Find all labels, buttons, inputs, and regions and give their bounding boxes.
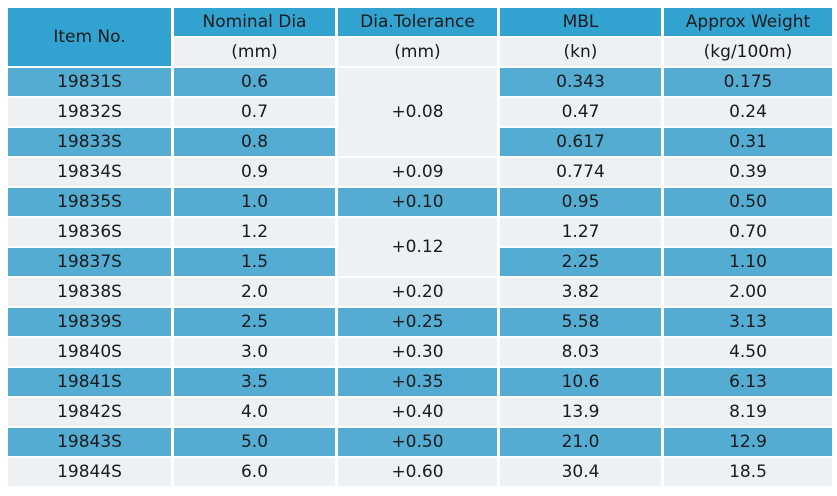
approx-weight-cell: 2.00 — [664, 278, 832, 306]
nominal-dia-cell: 5.0 — [174, 428, 335, 456]
unit-nominal-dia: (mm) — [174, 38, 335, 66]
mbl-cell: 5.58 — [500, 308, 661, 336]
item-no-cell: 19837S — [8, 248, 171, 276]
table-row: 19838S 2.0 +0.20 3.82 2.00 — [8, 278, 832, 306]
approx-weight-cell: 12.9 — [664, 428, 832, 456]
approx-weight-cell: 0.39 — [664, 158, 832, 186]
nominal-dia-cell: 0.6 — [174, 68, 335, 96]
approx-weight-cell: 6.13 — [664, 368, 832, 396]
nominal-dia-cell: 3.0 — [174, 338, 335, 366]
nominal-dia-cell: 0.9 — [174, 158, 335, 186]
item-no-cell: 19835S — [8, 188, 171, 216]
item-no-cell: 19843S — [8, 428, 171, 456]
nominal-dia-cell: 1.5 — [174, 248, 335, 276]
nominal-dia-cell: 2.0 — [174, 278, 335, 306]
item-no-cell: 19838S — [8, 278, 171, 306]
table-row: 19842S 4.0 +0.40 13.9 8.19 — [8, 398, 832, 426]
mbl-cell: 21.0 — [500, 428, 661, 456]
nominal-dia-cell: 1.2 — [174, 218, 335, 246]
mbl-cell: 10.6 — [500, 368, 661, 396]
nominal-dia-cell: 3.5 — [174, 368, 335, 396]
dia-tolerance-cell: +0.25 — [338, 308, 497, 336]
header-mbl: MBL — [500, 8, 661, 36]
spec-table: Item No. Nominal Dia Dia.Tolerance MBL A… — [5, 6, 835, 488]
nominal-dia-cell: 0.8 — [174, 128, 335, 156]
unit-mbl: (kn) — [500, 38, 661, 66]
mbl-cell: 1.27 — [500, 218, 661, 246]
table-row: 19844S 6.0 +0.60 30.4 18.5 — [8, 458, 832, 486]
item-no-cell: 19839S — [8, 308, 171, 336]
approx-weight-cell: 8.19 — [664, 398, 832, 426]
dia-tolerance-cell: +0.09 — [338, 158, 497, 186]
mbl-cell: 0.617 — [500, 128, 661, 156]
dia-tolerance-cell: +0.12 — [338, 218, 497, 276]
header-dia-tolerance: Dia.Tolerance — [338, 8, 497, 36]
item-no-cell: 19841S — [8, 368, 171, 396]
approx-weight-cell: 18.5 — [664, 458, 832, 486]
dia-tolerance-cell: +0.60 — [338, 458, 497, 486]
table-row: 19835S 1.0 +0.10 0.95 0.50 — [8, 188, 832, 216]
approx-weight-cell: 0.175 — [664, 68, 832, 96]
mbl-cell: 3.82 — [500, 278, 661, 306]
table-row: 19832S 0.7 0.47 0.24 — [8, 98, 832, 126]
table-header: Item No. Nominal Dia Dia.Tolerance MBL A… — [8, 8, 832, 66]
table-row: 19833S 0.8 0.617 0.31 — [8, 128, 832, 156]
mbl-cell: 0.343 — [500, 68, 661, 96]
nominal-dia-cell: 4.0 — [174, 398, 335, 426]
dia-tolerance-cell: +0.30 — [338, 338, 497, 366]
table-row: 19843S 5.0 +0.50 21.0 12.9 — [8, 428, 832, 456]
table-row: 19831S 0.6 +0.08 0.343 0.175 — [8, 68, 832, 156]
dia-tolerance-cell: +0.20 — [338, 278, 497, 306]
dia-tolerance-cell: +0.08 — [338, 68, 497, 156]
item-no-cell: 19831S — [8, 68, 171, 96]
approx-weight-cell: 0.31 — [664, 128, 832, 156]
mbl-cell: 0.774 — [500, 158, 661, 186]
header-approx-weight: Approx Weight — [664, 8, 832, 36]
item-no-cell: 19844S — [8, 458, 171, 486]
approx-weight-cell: 3.13 — [664, 308, 832, 336]
mbl-cell: 0.47 — [500, 98, 661, 126]
approx-weight-cell: 0.24 — [664, 98, 832, 126]
mbl-cell: 2.25 — [500, 248, 661, 276]
header-item-no: Item No. — [8, 8, 171, 66]
table-row: 19841S 3.5 +0.35 10.6 6.13 — [8, 368, 832, 396]
mbl-cell: 8.03 — [500, 338, 661, 366]
nominal-dia-cell: 1.0 — [174, 188, 335, 216]
mbl-cell: 30.4 — [500, 458, 661, 486]
table-row: 19834S 0.9 +0.09 0.774 0.39 — [8, 158, 832, 186]
unit-approx-weight: (kg/100m) — [664, 38, 832, 66]
approx-weight-cell: 0.50 — [664, 188, 832, 216]
table-body: 19831S 0.6 +0.08 0.343 0.175 19832S 0.7 … — [8, 68, 832, 486]
table-row: 19836S 1.2 +0.12 1.27 0.70 — [8, 218, 832, 276]
item-no-cell: 19840S — [8, 338, 171, 366]
table-row: 19837S 1.5 2.25 1.10 — [8, 248, 832, 276]
item-no-cell: 19834S — [8, 158, 171, 186]
mbl-cell: 13.9 — [500, 398, 661, 426]
dia-tolerance-cell: +0.40 — [338, 398, 497, 426]
nominal-dia-cell: 2.5 — [174, 308, 335, 336]
nominal-dia-cell: 6.0 — [174, 458, 335, 486]
table-row: 19840S 3.0 +0.30 8.03 4.50 — [8, 338, 832, 366]
dia-tolerance-cell: +0.35 — [338, 368, 497, 396]
unit-dia-tolerance: (mm) — [338, 38, 497, 66]
item-no-cell: 19842S — [8, 398, 171, 426]
item-no-cell: 19833S — [8, 128, 171, 156]
dia-tolerance-cell: +0.50 — [338, 428, 497, 456]
nominal-dia-cell: 0.7 — [174, 98, 335, 126]
mbl-cell: 0.95 — [500, 188, 661, 216]
table-row: 19839S 2.5 +0.25 5.58 3.13 — [8, 308, 832, 336]
dia-tolerance-cell: +0.10 — [338, 188, 497, 216]
approx-weight-cell: 1.10 — [664, 248, 832, 276]
approx-weight-cell: 0.70 — [664, 218, 832, 246]
approx-weight-cell: 4.50 — [664, 338, 832, 366]
header-nominal-dia: Nominal Dia — [174, 8, 335, 36]
item-no-cell: 19832S — [8, 98, 171, 126]
item-no-cell: 19836S — [8, 218, 171, 246]
